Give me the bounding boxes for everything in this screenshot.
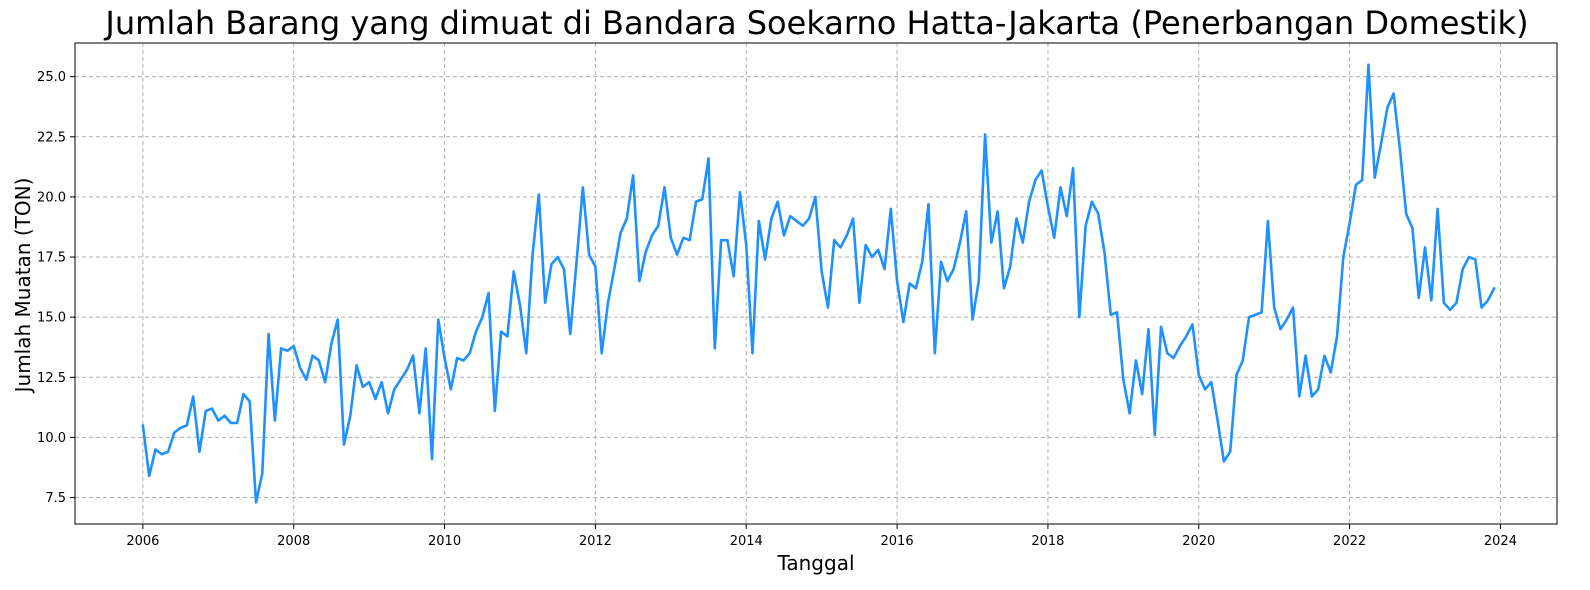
x-tick-label: 2012 bbox=[579, 534, 612, 549]
y-tick-label: 25.0 bbox=[37, 70, 66, 85]
x-tick-label: 2010 bbox=[428, 534, 461, 549]
x-tick-label: 2008 bbox=[277, 534, 310, 549]
y-tick-label: 17.5 bbox=[37, 251, 66, 266]
y-tick-label: 15.0 bbox=[37, 311, 66, 326]
y-tick-label: 22.5 bbox=[37, 130, 66, 145]
y-tick-label: 7.5 bbox=[45, 491, 66, 506]
x-axis-label: Tanggal bbox=[776, 551, 854, 575]
chart-title: Jumlah Barang yang dimuat di Bandara Soe… bbox=[103, 4, 1528, 42]
grid-lines bbox=[75, 43, 1557, 524]
x-tick-label: 2020 bbox=[1182, 534, 1215, 549]
y-axis-label: Jumlah Muatan (TON) bbox=[11, 178, 35, 395]
series-layer bbox=[141, 63, 1496, 504]
x-tick-label: 2014 bbox=[730, 534, 763, 549]
y-tick-label: 20.0 bbox=[37, 190, 66, 205]
x-tick-label: 2006 bbox=[126, 534, 159, 549]
x-tick-label: 2022 bbox=[1333, 534, 1366, 549]
plot-frame bbox=[74, 42, 1558, 525]
y-tick-label: 10.0 bbox=[37, 431, 66, 446]
x-tick-label: 2024 bbox=[1484, 534, 1517, 549]
y-axis-ticks: 7.5 10.0 12.5 15.0 17.5 20.0 22.5 25.0 bbox=[37, 70, 75, 506]
x-tick-label: 2016 bbox=[881, 534, 914, 549]
series-line bbox=[141, 63, 1496, 504]
x-axis-ticks: 2006 2008 2010 2012 2014 2016 2018 2020 2022 2024 bbox=[126, 524, 1517, 549]
y-tick-label: 12.5 bbox=[37, 371, 66, 386]
x-tick-label: 2018 bbox=[1031, 534, 1064, 549]
